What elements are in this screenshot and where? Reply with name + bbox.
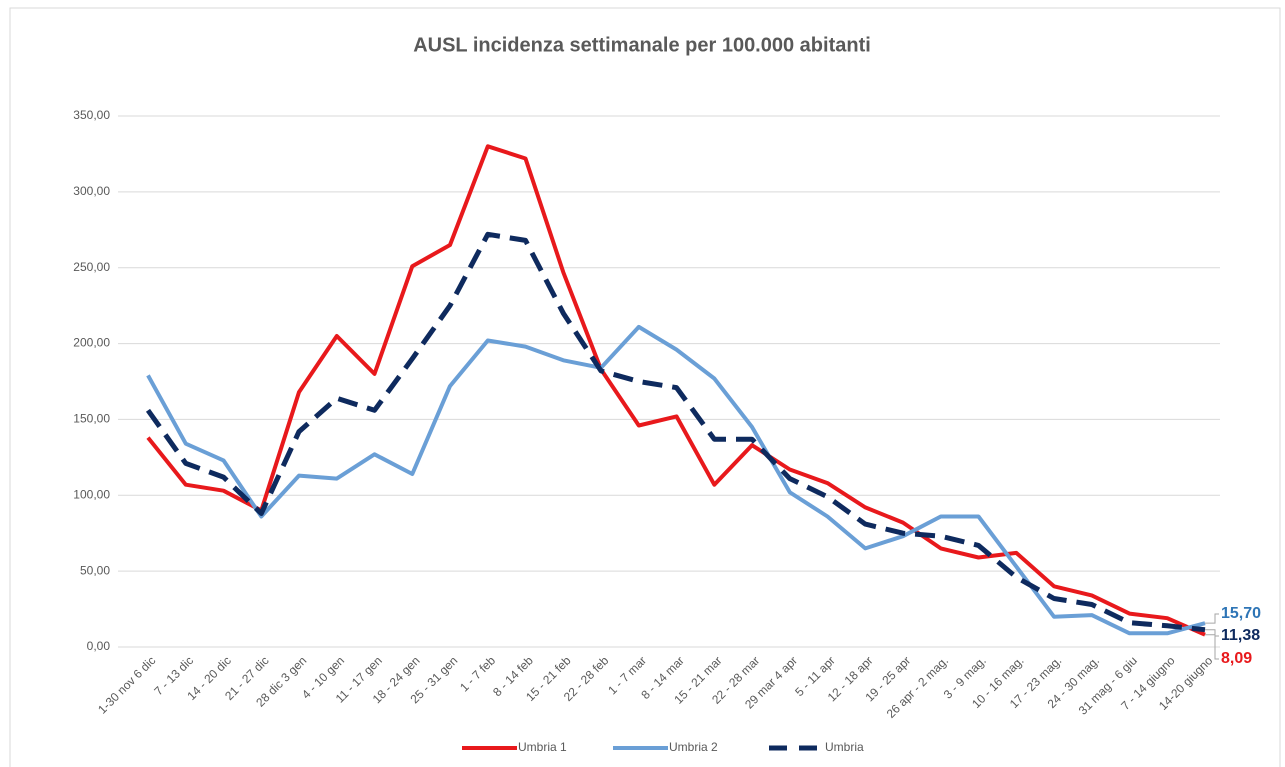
legend-label: Umbria 2 [669, 740, 718, 754]
legend-label: Umbria 1 [518, 740, 567, 754]
label-leader [1205, 629, 1219, 637]
label-leader [1205, 613, 1219, 624]
data-label: 8,09 [1221, 650, 1252, 667]
y-tick-label: 200,00 [73, 336, 110, 350]
series-line [146, 144, 1206, 637]
series-line [145, 231, 1206, 633]
y-tick-label: 150,00 [73, 412, 110, 426]
y-tick-label: 50,00 [80, 563, 110, 577]
y-tick-label: 100,00 [73, 487, 110, 501]
y-tick-label: 0,00 [87, 639, 111, 653]
chart-frame [9, 7, 1281, 767]
y-tick-label: 300,00 [73, 184, 110, 198]
y-tick-label: 350,00 [73, 108, 110, 122]
y-tick-label: 250,00 [73, 260, 110, 274]
data-label: 15,70 [1221, 605, 1261, 622]
chart-title: AUSL incidenza settimanale per 100.000 a… [413, 34, 871, 56]
label-leader [1205, 634, 1219, 660]
data-label: 11,38 [1221, 627, 1260, 644]
legend-label: Umbria [825, 740, 864, 754]
